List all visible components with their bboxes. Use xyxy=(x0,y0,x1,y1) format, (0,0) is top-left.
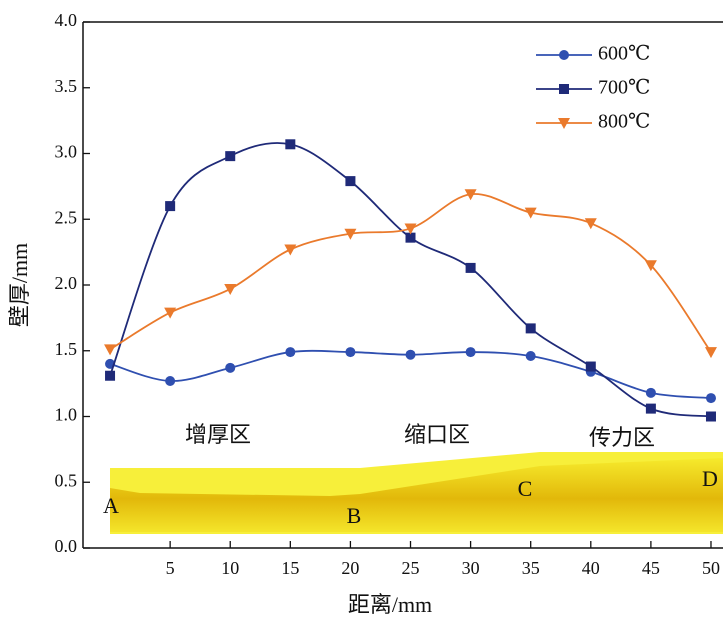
chart: 增厚区 缩口区 传力区 A B C D 距离/mm 壁厚/mm 0.0 0.5 1.… xyxy=(0,0,723,624)
series xyxy=(105,139,716,421)
point xyxy=(105,371,115,381)
x-tick-label: 40 xyxy=(582,558,600,578)
x-tick-label: 5 xyxy=(166,558,175,578)
point xyxy=(104,344,116,355)
y-tick-label: 3.0 xyxy=(55,142,78,162)
point xyxy=(526,351,536,361)
annotation: C xyxy=(518,476,533,501)
point xyxy=(705,347,717,358)
annotation: 缩口区 xyxy=(404,422,470,447)
point xyxy=(466,347,476,357)
x-axis-label: 距离/mm xyxy=(348,592,432,617)
series xyxy=(105,347,716,403)
point xyxy=(225,363,235,373)
x-tick-label: 45 xyxy=(642,558,660,578)
y-axis-label: 壁厚/mm xyxy=(7,243,32,327)
y-tick-label: 0.5 xyxy=(55,470,78,490)
annotation: B xyxy=(347,503,362,528)
point xyxy=(646,404,656,414)
point xyxy=(646,388,656,398)
y-tick-label: 1.0 xyxy=(55,405,78,425)
x-tick-label: 10 xyxy=(221,558,239,578)
annotation: D xyxy=(702,466,718,491)
annotation: A xyxy=(103,493,119,518)
y-tick-label: 2.5 xyxy=(55,207,78,227)
y-tick-label: 0.0 xyxy=(55,536,78,556)
tube-shape xyxy=(110,452,723,534)
legend-marker xyxy=(559,84,569,94)
x-tick-label: 15 xyxy=(281,558,299,578)
point xyxy=(345,176,355,186)
point xyxy=(586,362,596,372)
point xyxy=(164,308,176,319)
y-tick-label: 1.5 xyxy=(55,339,78,359)
line xyxy=(110,143,711,417)
y-tick-label: 3.5 xyxy=(55,76,78,96)
point xyxy=(284,244,296,255)
point xyxy=(406,350,416,360)
legend-label: 700℃ xyxy=(598,77,650,99)
series xyxy=(104,189,717,358)
point xyxy=(225,151,235,161)
x-tick-label: 50 xyxy=(702,558,720,578)
legend-label: 800℃ xyxy=(598,111,650,133)
point xyxy=(285,139,295,149)
point xyxy=(585,218,597,229)
point xyxy=(345,347,355,357)
point xyxy=(466,263,476,273)
line xyxy=(110,194,711,352)
point xyxy=(706,393,716,403)
point xyxy=(526,323,536,333)
point xyxy=(165,201,175,211)
annotation: 传力区 xyxy=(589,425,655,450)
point xyxy=(285,347,295,357)
point xyxy=(224,284,236,295)
legend-label: 600℃ xyxy=(598,43,650,65)
x-tick-label: 35 xyxy=(522,558,540,578)
x-tick-label: 30 xyxy=(462,558,480,578)
x-tick-label: 20 xyxy=(341,558,359,578)
point xyxy=(165,376,175,386)
point xyxy=(706,412,716,422)
y-tick-label: 4.0 xyxy=(55,10,78,30)
legend-marker xyxy=(559,50,569,60)
annotation: 增厚区 xyxy=(185,422,251,447)
y-tick-label: 2.0 xyxy=(55,273,78,293)
x-tick-label: 25 xyxy=(402,558,420,578)
